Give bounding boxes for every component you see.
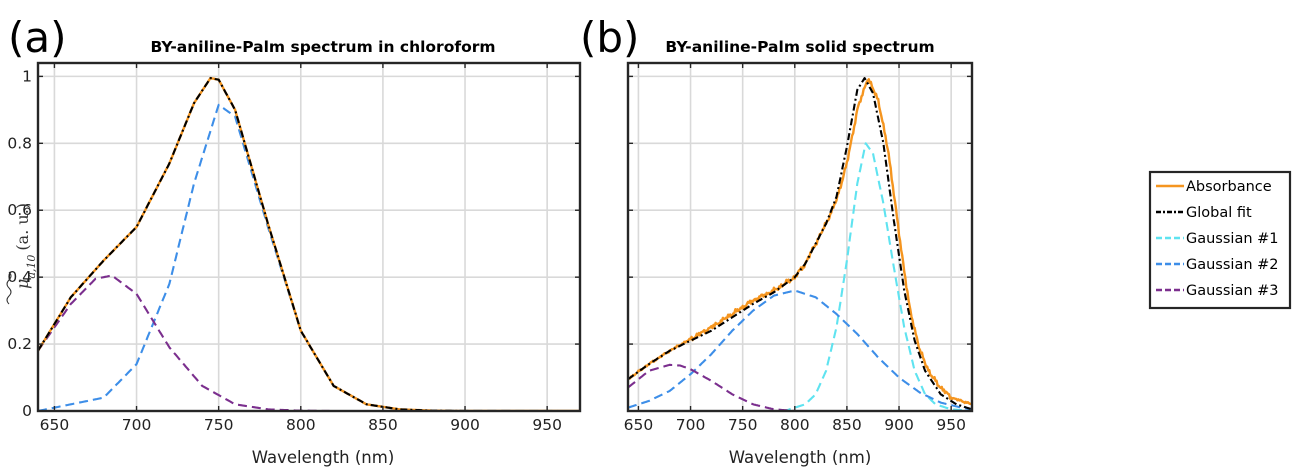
y-tick-label: 0.8: [7, 134, 32, 152]
panel-label-a: (a): [8, 13, 67, 62]
y-tick-label: 1: [22, 67, 32, 85]
series-line-gaussian-2: [628, 289, 972, 411]
plot-area-a: 650 700 750 800 850 900 950 0 0.2 0.4 0.6 0.8 1: [7, 61, 582, 434]
plot-area-b: 650 700 750 800 850 900 950: [624, 61, 974, 434]
x-tick-label: 850: [368, 416, 398, 434]
y-tick-label: 0.2: [7, 335, 32, 353]
x-tick-label: 850: [832, 416, 862, 434]
legend-label: Gaussian #3: [1186, 283, 1279, 299]
x-tick-label: 950: [532, 416, 562, 434]
series-line-gaussian-3: [628, 363, 972, 411]
y-tick-label: 0.6: [7, 201, 32, 219]
x-tick-label: 900: [450, 416, 480, 434]
x-tick-label: 950: [936, 416, 966, 434]
legend-box: [1148, 170, 1292, 310]
axes-frame: [626, 61, 974, 413]
x-tick-label: 800: [286, 416, 316, 434]
axes-frame: [36, 61, 582, 413]
panel-label-b: (b): [580, 13, 639, 62]
x-tick-label: 700: [122, 416, 152, 434]
legend-label: Global fit: [1186, 205, 1252, 221]
series-line-gaussian-2: [38, 103, 580, 411]
x-tick-label: 750: [728, 416, 758, 434]
tilde-mark: [6, 271, 12, 305]
chart-title-a: BY-aniline-Palm spectrum in chloroform: [150, 38, 495, 56]
x-tick-label: 650: [624, 416, 654, 434]
y-axis-symbol: μ: [13, 279, 32, 289]
series-line-gaussian-1: [628, 142, 972, 411]
x-tick-label: 650: [40, 416, 70, 434]
legend-label: Gaussian #2: [1186, 257, 1279, 273]
y-axis-unit: (a. u.): [13, 203, 32, 251]
series-line-absorbance: [38, 76, 580, 411]
svg-text:μa,10(a. u.): μa,10 (a. u.): [13, 203, 38, 289]
series-line-global-fit: [628, 77, 972, 411]
legend: Absorbance Global fit Gaussian #1 Gaussian …: [1148, 170, 1292, 310]
x-tick-label: 700: [676, 416, 706, 434]
x-axis-label-b: Wavelength (nm): [729, 448, 872, 467]
x-axis-label-a: Wavelength (nm): [252, 448, 395, 467]
y-axis-label-a: μa,10 (a. u.): [6, 203, 38, 305]
x-tick-label: 750: [204, 416, 234, 434]
y-axis-subscript: a,10: [25, 255, 38, 279]
chart-title-b: BY-aniline-Palm solid spectrum: [665, 38, 934, 56]
legend-label: Absorbance: [1186, 179, 1272, 195]
y-tick-label: 0: [22, 402, 32, 420]
legend-label: Gaussian #1: [1186, 231, 1279, 247]
x-tick-label: 800: [780, 416, 810, 434]
x-tick-label: 900: [884, 416, 914, 434]
y-tick-label: 0.4: [7, 268, 32, 286]
